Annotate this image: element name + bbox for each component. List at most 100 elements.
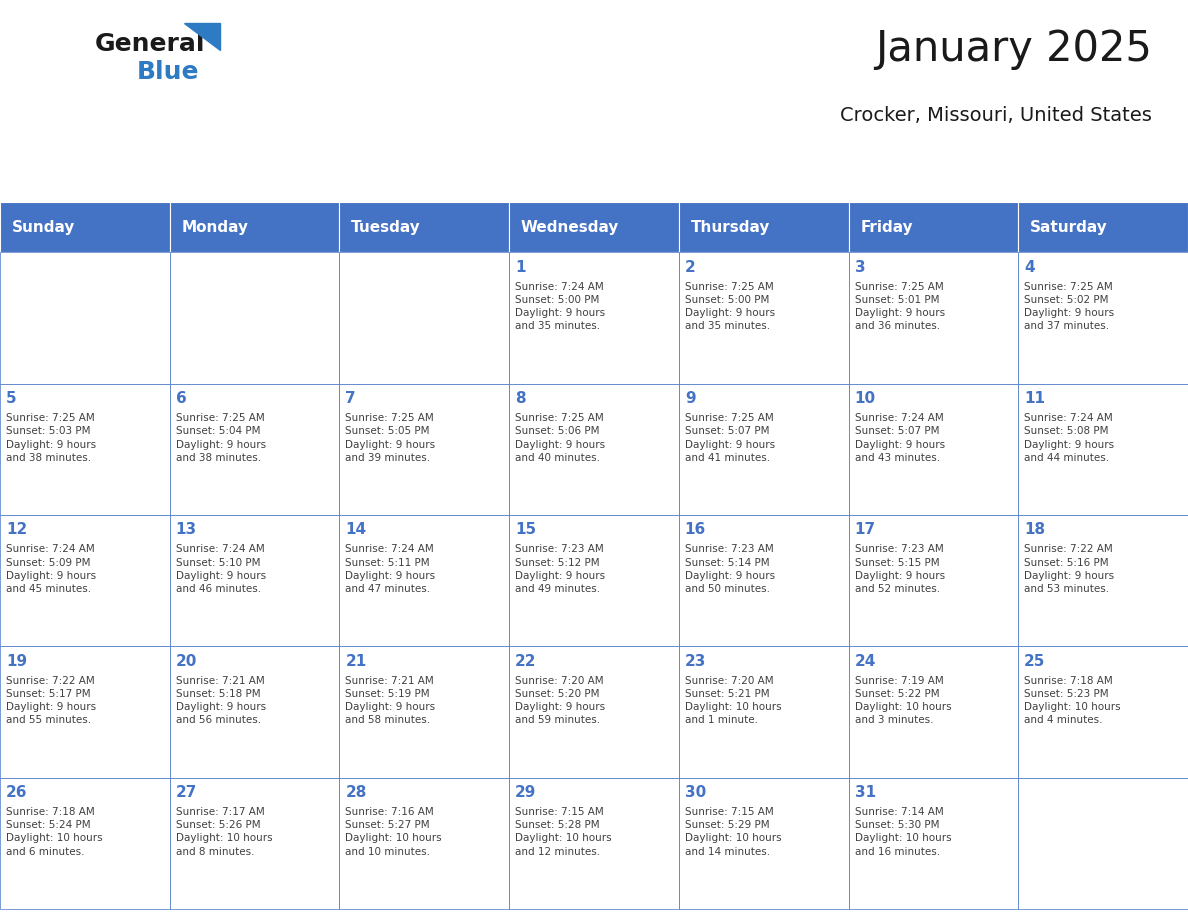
Text: 5: 5: [6, 391, 17, 406]
Text: Sunrise: 7:17 AM
Sunset: 5:26 PM
Daylight: 10 hours
and 8 minutes.: Sunrise: 7:17 AM Sunset: 5:26 PM Dayligh…: [176, 807, 272, 856]
Text: 26: 26: [6, 785, 27, 800]
Text: 8: 8: [516, 391, 526, 406]
Bar: [170, 778, 340, 909]
Text: Sunrise: 7:23 AM
Sunset: 5:12 PM
Daylight: 9 hours
and 49 minutes.: Sunrise: 7:23 AM Sunset: 5:12 PM Dayligh…: [516, 544, 605, 594]
Bar: [170, 515, 340, 646]
Bar: [848, 646, 1018, 778]
Text: Friday: Friday: [860, 219, 914, 235]
Text: 4: 4: [1024, 260, 1035, 274]
Bar: [510, 384, 678, 515]
Text: Sunrise: 7:20 AM
Sunset: 5:21 PM
Daylight: 10 hours
and 1 minute.: Sunrise: 7:20 AM Sunset: 5:21 PM Dayligh…: [684, 676, 782, 725]
Text: 31: 31: [854, 785, 876, 800]
Text: 22: 22: [516, 654, 537, 668]
Text: Sunrise: 7:24 AM
Sunset: 5:08 PM
Daylight: 9 hours
and 44 minutes.: Sunrise: 7:24 AM Sunset: 5:08 PM Dayligh…: [1024, 413, 1114, 463]
Bar: [0, 384, 170, 515]
Bar: [678, 202, 848, 252]
Text: 11: 11: [1024, 391, 1045, 406]
Text: 9: 9: [684, 391, 695, 406]
Text: Thursday: Thursday: [690, 219, 770, 235]
Bar: [340, 778, 510, 909]
Bar: [170, 646, 340, 778]
Text: Sunrise: 7:25 AM
Sunset: 5:05 PM
Daylight: 9 hours
and 39 minutes.: Sunrise: 7:25 AM Sunset: 5:05 PM Dayligh…: [346, 413, 436, 463]
Text: Sunrise: 7:25 AM
Sunset: 5:00 PM
Daylight: 9 hours
and 35 minutes.: Sunrise: 7:25 AM Sunset: 5:00 PM Dayligh…: [684, 282, 775, 331]
Text: Sunrise: 7:25 AM
Sunset: 5:04 PM
Daylight: 9 hours
and 38 minutes.: Sunrise: 7:25 AM Sunset: 5:04 PM Dayligh…: [176, 413, 266, 463]
Text: 27: 27: [176, 785, 197, 800]
Text: 21: 21: [346, 654, 367, 668]
Text: Sunrise: 7:25 AM
Sunset: 5:02 PM
Daylight: 9 hours
and 37 minutes.: Sunrise: 7:25 AM Sunset: 5:02 PM Dayligh…: [1024, 282, 1114, 331]
Bar: [678, 515, 848, 646]
Text: 28: 28: [346, 785, 367, 800]
Bar: [170, 252, 340, 384]
Text: 16: 16: [684, 522, 706, 537]
Bar: [510, 778, 678, 909]
Polygon shape: [184, 23, 220, 50]
Text: Sunrise: 7:24 AM
Sunset: 5:07 PM
Daylight: 9 hours
and 43 minutes.: Sunrise: 7:24 AM Sunset: 5:07 PM Dayligh…: [854, 413, 944, 463]
Bar: [848, 384, 1018, 515]
Text: 15: 15: [516, 522, 536, 537]
Bar: [340, 202, 510, 252]
Text: 3: 3: [854, 260, 865, 274]
Text: Monday: Monday: [182, 219, 248, 235]
Text: Sunrise: 7:20 AM
Sunset: 5:20 PM
Daylight: 9 hours
and 59 minutes.: Sunrise: 7:20 AM Sunset: 5:20 PM Dayligh…: [516, 676, 605, 725]
Text: Sunrise: 7:24 AM
Sunset: 5:09 PM
Daylight: 9 hours
and 45 minutes.: Sunrise: 7:24 AM Sunset: 5:09 PM Dayligh…: [6, 544, 96, 594]
Text: Sunrise: 7:25 AM
Sunset: 5:06 PM
Daylight: 9 hours
and 40 minutes.: Sunrise: 7:25 AM Sunset: 5:06 PM Dayligh…: [516, 413, 605, 463]
Text: 18: 18: [1024, 522, 1045, 537]
Bar: [0, 778, 170, 909]
Bar: [340, 384, 510, 515]
Bar: [1018, 202, 1188, 252]
Text: Sunrise: 7:25 AM
Sunset: 5:01 PM
Daylight: 9 hours
and 36 minutes.: Sunrise: 7:25 AM Sunset: 5:01 PM Dayligh…: [854, 282, 944, 331]
Text: Wednesday: Wednesday: [522, 219, 619, 235]
Text: 23: 23: [684, 654, 706, 668]
Text: 19: 19: [6, 654, 27, 668]
Bar: [340, 646, 510, 778]
Text: Sunrise: 7:24 AM
Sunset: 5:11 PM
Daylight: 9 hours
and 47 minutes.: Sunrise: 7:24 AM Sunset: 5:11 PM Dayligh…: [346, 544, 436, 594]
Text: 2: 2: [684, 260, 695, 274]
Text: Sunrise: 7:15 AM
Sunset: 5:29 PM
Daylight: 10 hours
and 14 minutes.: Sunrise: 7:15 AM Sunset: 5:29 PM Dayligh…: [684, 807, 782, 856]
Bar: [1018, 384, 1188, 515]
Text: 17: 17: [854, 522, 876, 537]
Bar: [340, 515, 510, 646]
Bar: [1018, 646, 1188, 778]
Bar: [0, 202, 170, 252]
Text: January 2025: January 2025: [876, 28, 1152, 70]
Text: Sunrise: 7:21 AM
Sunset: 5:18 PM
Daylight: 9 hours
and 56 minutes.: Sunrise: 7:21 AM Sunset: 5:18 PM Dayligh…: [176, 676, 266, 725]
Bar: [848, 515, 1018, 646]
Text: 29: 29: [516, 785, 537, 800]
Text: 24: 24: [854, 654, 876, 668]
Text: Sunrise: 7:24 AM
Sunset: 5:10 PM
Daylight: 9 hours
and 46 minutes.: Sunrise: 7:24 AM Sunset: 5:10 PM Dayligh…: [176, 544, 266, 594]
Bar: [678, 778, 848, 909]
Text: Sunrise: 7:24 AM
Sunset: 5:00 PM
Daylight: 9 hours
and 35 minutes.: Sunrise: 7:24 AM Sunset: 5:00 PM Dayligh…: [516, 282, 605, 331]
Bar: [1018, 515, 1188, 646]
Text: Tuesday: Tuesday: [352, 219, 421, 235]
Bar: [1018, 778, 1188, 909]
Bar: [848, 202, 1018, 252]
Bar: [510, 252, 678, 384]
Text: Sunrise: 7:25 AM
Sunset: 5:03 PM
Daylight: 9 hours
and 38 minutes.: Sunrise: 7:25 AM Sunset: 5:03 PM Dayligh…: [6, 413, 96, 463]
Text: 1: 1: [516, 260, 525, 274]
Text: 6: 6: [176, 391, 187, 406]
Bar: [340, 252, 510, 384]
Bar: [510, 202, 678, 252]
Bar: [1018, 252, 1188, 384]
Text: 25: 25: [1024, 654, 1045, 668]
Bar: [510, 646, 678, 778]
Text: Sunrise: 7:18 AM
Sunset: 5:23 PM
Daylight: 10 hours
and 4 minutes.: Sunrise: 7:18 AM Sunset: 5:23 PM Dayligh…: [1024, 676, 1120, 725]
Text: 13: 13: [176, 522, 197, 537]
Bar: [510, 515, 678, 646]
Bar: [170, 384, 340, 515]
Bar: [0, 252, 170, 384]
Bar: [678, 384, 848, 515]
Text: Sunrise: 7:18 AM
Sunset: 5:24 PM
Daylight: 10 hours
and 6 minutes.: Sunrise: 7:18 AM Sunset: 5:24 PM Dayligh…: [6, 807, 102, 856]
Text: Sunrise: 7:19 AM
Sunset: 5:22 PM
Daylight: 10 hours
and 3 minutes.: Sunrise: 7:19 AM Sunset: 5:22 PM Dayligh…: [854, 676, 952, 725]
Text: General: General: [95, 32, 206, 56]
Bar: [848, 778, 1018, 909]
Text: Sunrise: 7:21 AM
Sunset: 5:19 PM
Daylight: 9 hours
and 58 minutes.: Sunrise: 7:21 AM Sunset: 5:19 PM Dayligh…: [346, 676, 436, 725]
Bar: [0, 646, 170, 778]
Text: 12: 12: [6, 522, 27, 537]
Text: Sunrise: 7:23 AM
Sunset: 5:15 PM
Daylight: 9 hours
and 52 minutes.: Sunrise: 7:23 AM Sunset: 5:15 PM Dayligh…: [854, 544, 944, 594]
Text: Saturday: Saturday: [1030, 219, 1108, 235]
Text: Sunrise: 7:25 AM
Sunset: 5:07 PM
Daylight: 9 hours
and 41 minutes.: Sunrise: 7:25 AM Sunset: 5:07 PM Dayligh…: [684, 413, 775, 463]
Bar: [0, 515, 170, 646]
Text: Sunrise: 7:23 AM
Sunset: 5:14 PM
Daylight: 9 hours
and 50 minutes.: Sunrise: 7:23 AM Sunset: 5:14 PM Dayligh…: [684, 544, 775, 594]
Text: Crocker, Missouri, United States: Crocker, Missouri, United States: [840, 106, 1152, 125]
